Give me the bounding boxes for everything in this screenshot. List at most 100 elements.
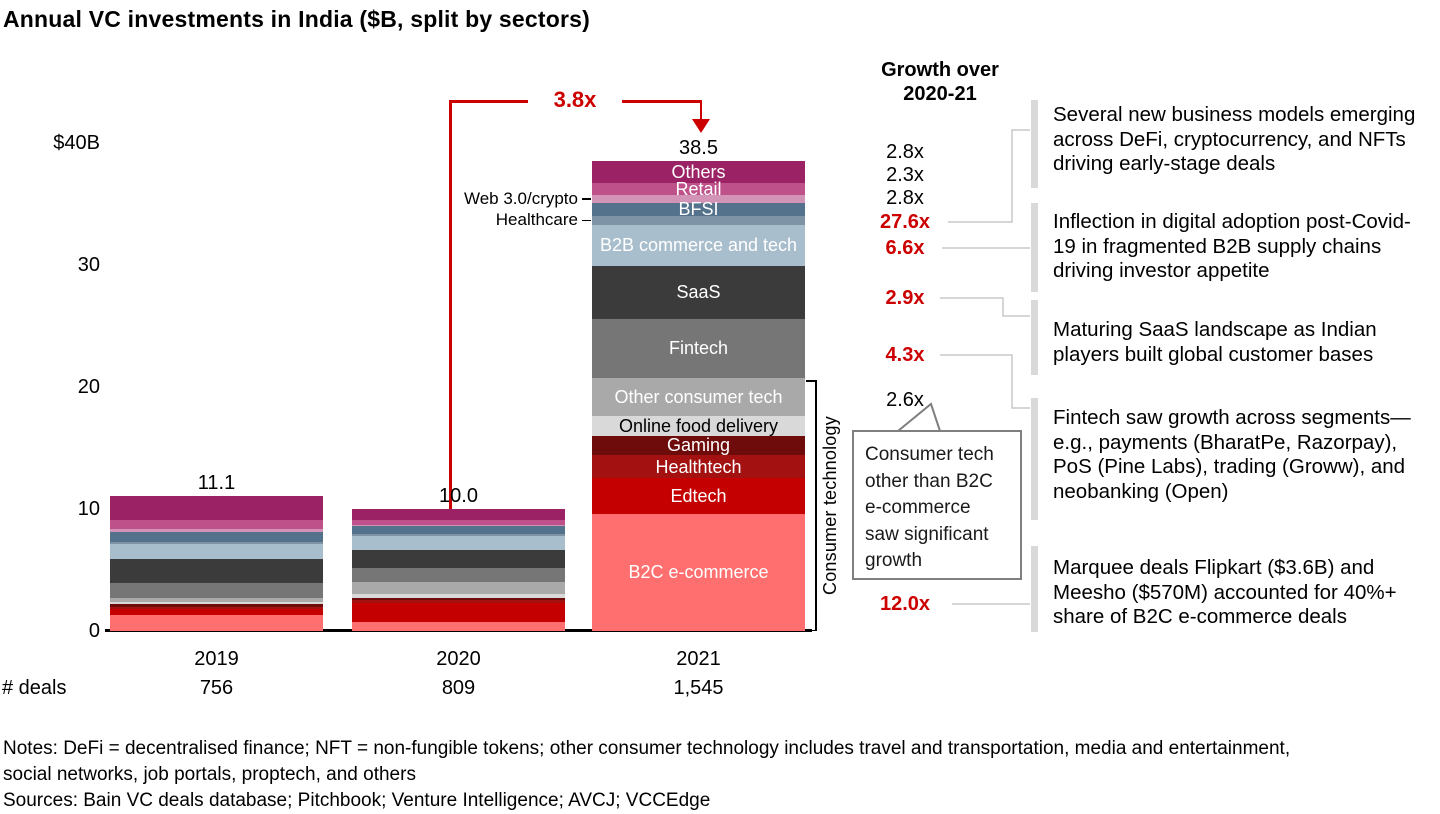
- bar-2021-segment-gaming: Gaming: [592, 435, 805, 456]
- segment-label-saas: SaaS: [676, 282, 721, 303]
- growth-arrow-stem: [699, 100, 702, 120]
- deals-value-2019: 756: [199, 677, 234, 699]
- x-axis-label-2019: 2019: [194, 648, 239, 670]
- bar-2020-segment-saas: [352, 550, 565, 568]
- annotation-text-4: Fintech saw growth across segments—e.g.,…: [1053, 406, 1411, 503]
- annotation-bar-4: [1031, 398, 1038, 520]
- bar-2019-segment-healthtech: [110, 606, 323, 609]
- bar-2021-segment-other-consumer-tech: Other consumer tech: [592, 378, 805, 417]
- bar-total-label-2021: 38.5: [679, 137, 718, 160]
- annotation-bar-1: [1031, 100, 1038, 188]
- bar-2021-segment-others: Others: [592, 161, 805, 184]
- bar-2021-segment-fintech: Fintech: [592, 318, 805, 379]
- annotation-bar-2: [1031, 203, 1038, 292]
- y-axis-label-10: 10: [77, 498, 100, 520]
- bar-2019-segment-edtech: [110, 608, 323, 616]
- bar-2019: [110, 495, 323, 631]
- segment-label-gaming: Gaming: [666, 435, 731, 456]
- annotation-text-5: Marquee deals Flipkart ($3.6B) and Meesh…: [1053, 556, 1397, 628]
- bar-2021-segment-edtech: Edtech: [592, 478, 805, 514]
- x-axis-label-2020: 2020: [436, 648, 481, 670]
- bar-2019-segment-online-food-delivery: [110, 602, 323, 605]
- bar-2021-segment-b2c-e-commerce: B2C e-commerce: [592, 513, 805, 631]
- growth-header-line2: 2020-21: [903, 83, 977, 105]
- annotation-text-1: Several new business models emerging acr…: [1053, 103, 1416, 175]
- bar-2019-segment-gaming: [110, 604, 323, 607]
- bar-2021: Others Retail BFSI B2B commerce and tech Saa…: [592, 161, 805, 631]
- bar-2020-segment-gaming: [352, 597, 565, 600]
- bar-2020-segment-bfsi: [352, 526, 565, 534]
- bar-2020-segment-others: [352, 509, 565, 520]
- bar-2021-segment-web-3-0-crypto: [592, 195, 805, 203]
- growth-arrow-head-icon: [691, 119, 710, 133]
- segment-label-retail: Retail: [675, 179, 722, 200]
- bar-total-label-2020: 10.0: [439, 485, 478, 507]
- growth-value-web-3-0-crypto: 27.6x: [879, 211, 931, 233]
- growth-value-b2c-e-commerce: 12.0x: [879, 593, 931, 615]
- segment-label-bfsi: BFSI: [678, 199, 719, 220]
- bar-total-label-2019: 11.1: [197, 471, 236, 494]
- bar-2021-segment-online-food-delivery: Online food delivery: [592, 416, 805, 436]
- growth-value-retail: 2.3x: [886, 164, 924, 186]
- y-axis-label-40b: $40B: [53, 132, 100, 154]
- bar-2020-segment-healthcare: [352, 533, 565, 536]
- x-axis-label-2021: 2021: [676, 648, 721, 670]
- bar-2021-segment-healthtech: Healthtech: [592, 455, 805, 479]
- segment-label-other-consumer-tech: Other consumer tech: [614, 387, 783, 408]
- segment-label-edtech: Edtech: [670, 486, 727, 507]
- consumer-tech-bracket-bottom-tick: [806, 629, 816, 631]
- annotation-bar-5: [1031, 546, 1038, 632]
- bar-2020-segment-retail: [352, 519, 565, 526]
- deals-value-2020: 809: [441, 677, 476, 699]
- consumer-tech-bracket: [815, 380, 817, 631]
- bar-2019-segment-healthcare: [110, 541, 323, 545]
- consumer-tech-callout: Consumer tech other than B2C e-commerce …: [852, 430, 1022, 580]
- growth-value-saas: 2.9x: [885, 287, 925, 309]
- y-axis-label-30: 30: [77, 254, 100, 276]
- annotation-text-3: Maturing SaaS landscape as Indian player…: [1053, 318, 1377, 366]
- consumer-tech-callout-text: Consumer tech other than B2C e-commerce …: [865, 444, 994, 571]
- bar-2021-segment-bfsi: BFSI: [592, 199, 805, 220]
- annotation-text-2: Inflection in digital adoption post-Covi…: [1053, 210, 1411, 282]
- bar-2020: [352, 509, 565, 631]
- bar-2020-segment-healthtech: [352, 599, 565, 603]
- y-axis-label-20: 20: [77, 376, 100, 398]
- bar-2020-segment-web-3-0-crypto: [352, 525, 565, 527]
- bar-2019-segment-retail: [110, 519, 323, 529]
- segment-label-fintech: Fintech: [668, 338, 729, 359]
- bar-2019-segment-others: [110, 495, 323, 520]
- growth-value-b2b-commerce-and-tech: 6.6x: [885, 237, 925, 259]
- growth-value-fintech: 4.3x: [885, 344, 925, 366]
- consumer-tech-bracket-top-tick: [806, 380, 816, 382]
- leader-line-healthcare: [582, 219, 591, 222]
- growth-arrow-label: 3.8x: [528, 87, 622, 113]
- outside-label-healthcare: Healthcare: [495, 210, 578, 230]
- segment-label-others: Others: [671, 162, 726, 183]
- bar-2020-segment-fintech: [352, 567, 565, 582]
- bar-2019-segment-saas: [110, 558, 323, 584]
- bar-2019-segment-fintech: [110, 583, 323, 598]
- growth-header-line1: Growth over: [881, 59, 999, 81]
- growth-arrow-vertical-line: [449, 100, 452, 509]
- segment-label-online-food-delivery: Online food delivery: [618, 415, 779, 436]
- leader-line-web-3-0-crypto: [582, 198, 591, 200]
- deals-row-label: # deals: [2, 677, 67, 699]
- bar-2020-segment-other-consumer-tech: [352, 581, 565, 595]
- bar-2021-segment-saas: SaaS: [592, 266, 805, 319]
- growth-value-others: 2.8x: [886, 141, 924, 163]
- annotation-bar-3: [1031, 300, 1038, 375]
- bar-2019-segment-b2b-commerce-and-tech: [110, 544, 323, 559]
- page-title: Annual VC investments in India ($B, spli…: [3, 6, 590, 32]
- sources-line: Sources: Bain VC deals database; Pitchbo…: [3, 790, 711, 811]
- growth-value-other-consumer-tech: 2.6x: [886, 389, 924, 411]
- bar-2020-segment-online-food-delivery: [352, 594, 565, 598]
- notes-line-1: Notes: DeFi = decentralised finance; NFT…: [3, 738, 1291, 759]
- deals-value-2021: 1,545: [673, 677, 724, 699]
- bar-2021-segment-healthcare: [592, 216, 805, 225]
- y-axis-label-0: 0: [88, 620, 100, 642]
- consumer-tech-bracket-label: Consumer technology: [820, 416, 840, 595]
- bar-2020-segment-b2b-commerce-and-tech: [352, 535, 565, 551]
- footer-notes: Notes: DeFi = decentralised finance; NFT…: [3, 736, 1290, 814]
- growth-column-header: Growth over 2020-21: [845, 58, 1035, 106]
